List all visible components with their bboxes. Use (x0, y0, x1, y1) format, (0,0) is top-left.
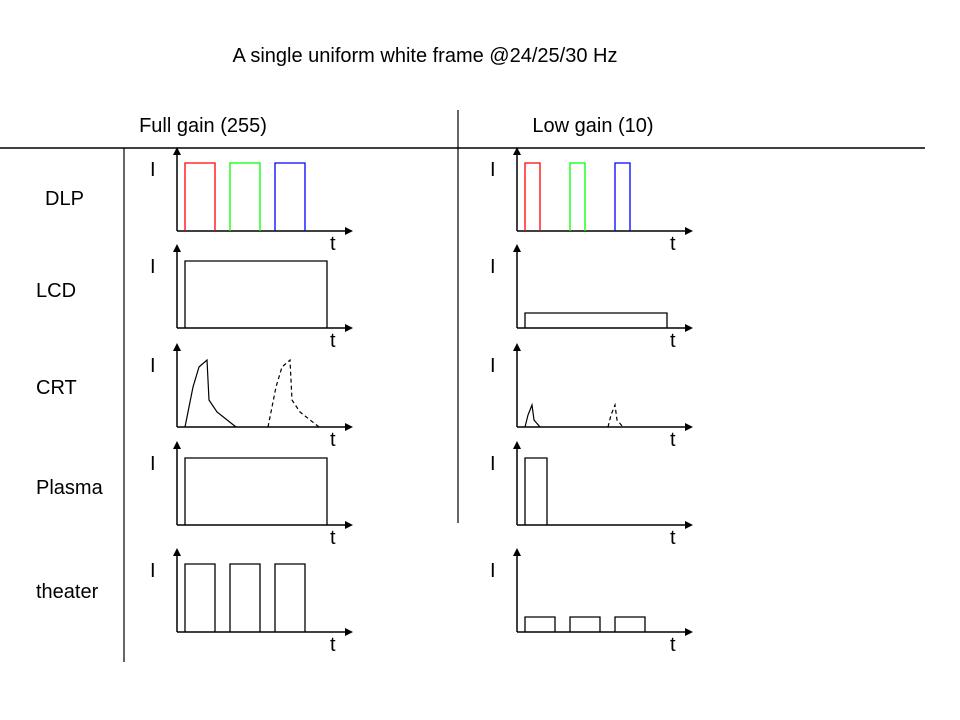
dlp-full-gain-pulse (184, 162, 216, 231)
dlp-full-gain-y-axis-label: I (150, 159, 156, 181)
theater-low-gain-x-axis-label: t (670, 634, 676, 656)
column-header-low-gain: Low gain (10) (532, 115, 653, 137)
lcd-low-gain-y-axis-label: I (490, 256, 496, 278)
dlp-full-gain-pulse (274, 162, 306, 231)
lcd-full-gain-x-axis-label: t (330, 330, 336, 352)
row-label-crt: CRT (36, 377, 77, 399)
crt-full-gain-phosphor-pulse (267, 358, 320, 428)
plasma-full-gain-x-axis-label: t (330, 527, 336, 549)
column-header-full-gain: Full gain (255) (139, 115, 267, 137)
theater-low-gain-y-axis-label: I (490, 560, 496, 582)
theater-full-gain-pulse (274, 563, 306, 632)
theater-low-gain-pulse (524, 616, 556, 632)
dlp-low-gain-y-axis-label: I (490, 159, 496, 181)
crt-low-gain-y-axis-label: I (490, 355, 496, 377)
dlp-full-gain-x-axis-label: t (330, 233, 336, 255)
lcd-low-gain-x-axis-label: t (670, 330, 676, 352)
theater-full-gain-pulse (184, 563, 216, 632)
row-label-dlp: DLP (45, 188, 84, 210)
diagram-title: A single uniform white frame @24/25/30 H… (233, 45, 618, 67)
row-label-lcd: LCD (36, 280, 76, 302)
crt-full-gain-phosphor-pulse (184, 358, 237, 428)
dlp-low-gain-pulse (524, 162, 541, 231)
lcd-low-gain-level (524, 312, 668, 328)
crt-low-gain-phosphor-pulse (524, 402, 541, 428)
dlp-low-gain-pulse (569, 162, 586, 231)
plasma-full-gain-y-axis-label: I (150, 453, 156, 475)
theater-low-gain-pulse (614, 616, 646, 632)
lcd-full-gain-y-axis-label: I (150, 256, 156, 278)
dlp-low-gain-pulse (614, 162, 631, 231)
plasma-low-gain-y-axis-label: I (490, 453, 496, 475)
crt-full-gain-x-axis-label: t (330, 429, 336, 451)
plasma-full-gain-level (184, 457, 328, 525)
plasma-low-gain-x-axis-label: t (670, 527, 676, 549)
theater-full-gain-pulse (229, 563, 261, 632)
theater-low-gain-pulse (569, 616, 601, 632)
crt-low-gain-x-axis-label: t (670, 429, 676, 451)
theater-full-gain-x-axis-label: t (330, 634, 336, 656)
lcd-full-gain-level (184, 260, 328, 328)
row-label-theater: theater (36, 581, 99, 603)
dlp-full-gain-pulse (229, 162, 261, 231)
crt-low-gain-phosphor-pulse (607, 402, 624, 428)
dlp-low-gain-x-axis-label: t (670, 233, 676, 255)
row-label-plasma: Plasma (36, 477, 104, 499)
plasma-low-gain-level (524, 457, 548, 525)
crt-full-gain-y-axis-label: I (150, 355, 156, 377)
theater-full-gain-y-axis-label: I (150, 560, 156, 582)
